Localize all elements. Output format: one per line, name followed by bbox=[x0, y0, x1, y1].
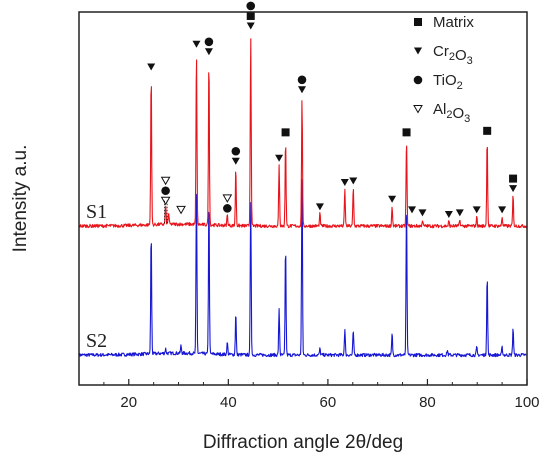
x-tick-label: 100 bbox=[514, 394, 539, 411]
tio2-marker bbox=[161, 186, 170, 196]
x-tick-label: 20 bbox=[120, 394, 137, 411]
legend-label: Cr2O3 bbox=[433, 43, 473, 67]
tio2-marker bbox=[231, 146, 241, 156]
cr2o3-marker bbox=[414, 47, 422, 55]
x-axis-ticks: 20 40 60 80 100 bbox=[103, 379, 540, 411]
phase-marker-layer bbox=[147, 1, 518, 224]
al2o3-marker bbox=[413, 105, 423, 114]
x-axis-label: Diffraction angle 2θ/deg bbox=[203, 432, 403, 453]
matrix-marker bbox=[402, 128, 411, 137]
legend-label: Al2O3 bbox=[433, 101, 470, 125]
trace-s1 bbox=[78, 38, 527, 229]
al2o3-marker bbox=[160, 196, 171, 206]
cr2o3-marker bbox=[509, 185, 518, 193]
legend: Matrix Cr2O3 TiO2 Al2O3 bbox=[413, 14, 474, 125]
cr2o3-marker bbox=[444, 210, 453, 218]
legend-label: TiO2 bbox=[433, 72, 463, 92]
tio2-marker bbox=[413, 75, 423, 85]
legend-label: Matrix bbox=[433, 14, 474, 31]
cr2o3-marker bbox=[498, 206, 507, 214]
cr2o3-marker bbox=[388, 195, 397, 203]
cr2o3-marker bbox=[192, 40, 201, 48]
cr2o3-marker bbox=[147, 63, 156, 71]
al2o3-marker bbox=[160, 176, 171, 186]
x-tick-label: 80 bbox=[419, 394, 436, 411]
tio2-marker bbox=[204, 37, 214, 47]
al2o3-marker bbox=[222, 194, 233, 203]
x-tick-label: 40 bbox=[220, 394, 237, 411]
tio2-marker bbox=[223, 204, 232, 213]
cr2o3-marker bbox=[472, 206, 481, 214]
trace-s2 bbox=[78, 179, 527, 358]
cr2o3-marker bbox=[340, 179, 349, 187]
cr2o3-marker bbox=[349, 177, 358, 185]
x-tick-label: 60 bbox=[320, 394, 337, 411]
cr2o3-marker bbox=[455, 209, 464, 217]
series-label-s2: S2 bbox=[86, 330, 107, 352]
series-labels: S1 S2 bbox=[86, 201, 107, 352]
tio2-marker bbox=[246, 1, 256, 11]
matrix-marker bbox=[281, 128, 290, 137]
matrix-marker bbox=[483, 126, 492, 135]
cr2o3-marker bbox=[231, 157, 240, 165]
matrix-marker bbox=[414, 18, 422, 26]
matrix-marker bbox=[509, 174, 518, 183]
cr2o3-marker bbox=[275, 154, 284, 162]
matrix-marker bbox=[246, 11, 255, 20]
tio2-marker bbox=[297, 75, 307, 85]
cr2o3-marker bbox=[408, 206, 417, 214]
cr2o3-marker bbox=[315, 203, 324, 211]
series-label-s1: S1 bbox=[86, 201, 107, 223]
trace-layer bbox=[78, 38, 527, 358]
y-axis-label: Intensity a.u. bbox=[10, 145, 31, 253]
cr2o3-marker bbox=[418, 209, 427, 217]
cr2o3-marker bbox=[298, 86, 307, 94]
cr2o3-marker bbox=[204, 48, 213, 56]
cr2o3-marker bbox=[246, 22, 255, 30]
al2o3-marker bbox=[176, 205, 186, 215]
